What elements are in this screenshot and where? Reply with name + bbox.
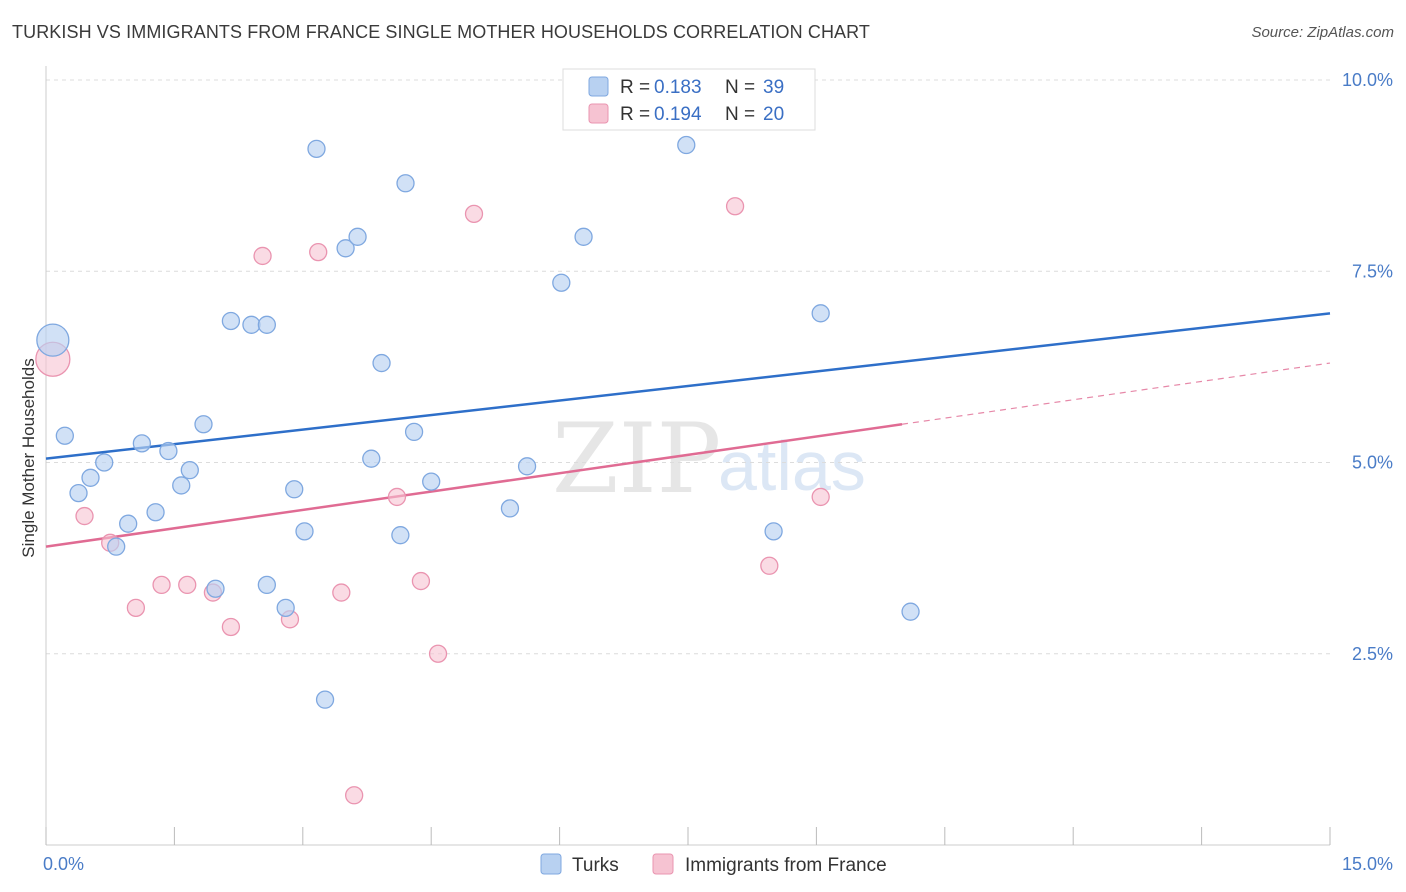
data-point-turks <box>348 227 367 246</box>
trend-lines <box>45 312 1331 548</box>
x-tick-label: 15.0% <box>1342 854 1393 874</box>
legend-r-value: 0.183 <box>654 77 702 98</box>
series-immigrants-from-france <box>35 197 830 805</box>
data-point-france <box>178 575 197 595</box>
data-point-turks <box>172 476 191 495</box>
data-point-france <box>428 644 448 663</box>
data-point-turks <box>552 273 571 292</box>
data-point-turks <box>95 453 114 472</box>
data-point-turks <box>159 441 178 461</box>
data-point-turks <box>107 537 126 556</box>
legend-r-value: 0.194 <box>654 104 702 125</box>
bottom-legend-turks: Turks <box>572 855 619 876</box>
data-point-turks <box>315 690 335 709</box>
data-point-turks <box>500 499 520 518</box>
legend-n-value: 39 <box>763 77 784 98</box>
data-point-turks <box>307 139 326 159</box>
data-point-france <box>725 197 745 216</box>
y-tick-label: 2.5% <box>1352 644 1393 664</box>
data-point-turks <box>295 522 314 541</box>
data-point-turks <box>811 304 830 323</box>
data-point-turks <box>194 415 213 434</box>
data-point-france <box>152 575 171 595</box>
data-point-turks <box>36 323 70 357</box>
data-point-turks <box>677 135 696 155</box>
bottom-legend-swatch-turks <box>540 853 562 875</box>
data-point-turks <box>81 468 100 487</box>
axes <box>45 66 1331 846</box>
data-point-france <box>760 556 779 575</box>
x-tick-labels: 0.0% 15.0% <box>43 854 1393 874</box>
data-point-france <box>221 617 241 637</box>
data-point-france <box>387 487 407 507</box>
chart-title: TURKISH VS IMMIGRANTS FROM FRANCE SINGLE… <box>12 22 871 42</box>
data-point-france <box>464 204 484 224</box>
legend-n-label: N = <box>725 77 755 98</box>
data-point-turks <box>285 480 304 499</box>
data-point-turks <box>422 472 441 491</box>
legend-top: R = 0.183 N = 39 R = 0.194 N = 20 <box>562 68 816 131</box>
data-point-france <box>811 487 830 507</box>
data-point-turks <box>764 522 783 541</box>
bottom-legend-swatch-france <box>652 853 674 875</box>
data-point-turks <box>132 434 152 453</box>
legend-n-label: N = <box>725 104 755 125</box>
watermark-zip: ZIP <box>552 403 721 515</box>
legend-n-value: 20 <box>763 104 784 125</box>
series-turks <box>36 135 920 709</box>
data-point-turks <box>119 514 138 533</box>
x-tick-label: 0.0% <box>43 854 84 874</box>
data-point-turks <box>221 311 241 331</box>
data-point-turks <box>574 227 593 246</box>
legend-swatch-france <box>588 103 609 124</box>
gridlines <box>46 79 1330 655</box>
data-point-france <box>75 506 94 526</box>
data-point-turks <box>69 483 88 503</box>
data-point-turks <box>362 449 381 468</box>
data-point-turks <box>206 579 225 598</box>
watermark-atlas: atlas <box>718 427 866 505</box>
data-point-turks <box>404 422 424 442</box>
legend-r-label: R = <box>620 104 650 125</box>
legend-bottom: Turks Immigrants from France <box>540 853 887 876</box>
data-point-france <box>332 583 351 602</box>
source-label: Source: ZipAtlas.com <box>1251 24 1394 41</box>
data-point-turks <box>146 503 165 522</box>
data-point-turks <box>257 575 276 595</box>
data-point-france <box>253 246 272 266</box>
trend-line-france <box>45 423 903 548</box>
trend-line-france-extension <box>901 362 1331 425</box>
data-point-turks <box>901 602 920 621</box>
trend-line-turks <box>45 312 1331 460</box>
y-tick-label: 5.0% <box>1352 453 1393 473</box>
legend-swatch-turks <box>588 76 609 97</box>
y-tick-labels: 2.5% 5.0% 7.5% 10.0% <box>1342 70 1393 664</box>
data-point-turks <box>55 426 74 445</box>
data-point-turks <box>336 239 355 258</box>
data-point-turks <box>180 460 199 480</box>
bottom-legend-france: Immigrants from France <box>685 855 887 876</box>
y-axis-label: Single Mother Households <box>19 358 38 557</box>
y-tick-label: 10.0% <box>1342 70 1393 90</box>
data-point-france <box>309 242 328 262</box>
data-point-turks <box>257 315 276 334</box>
y-tick-label: 7.5% <box>1352 261 1393 281</box>
data-point-turks <box>517 457 537 476</box>
data-point-france <box>126 598 146 617</box>
data-point-france <box>411 571 431 591</box>
data-point-turks <box>396 174 415 193</box>
legend-r-label: R = <box>620 77 650 98</box>
data-point-turks <box>276 598 295 617</box>
data-point-france <box>345 786 364 805</box>
data-point-turks <box>391 526 410 545</box>
data-point-turks <box>372 353 391 373</box>
data-point-turks <box>242 315 261 334</box>
